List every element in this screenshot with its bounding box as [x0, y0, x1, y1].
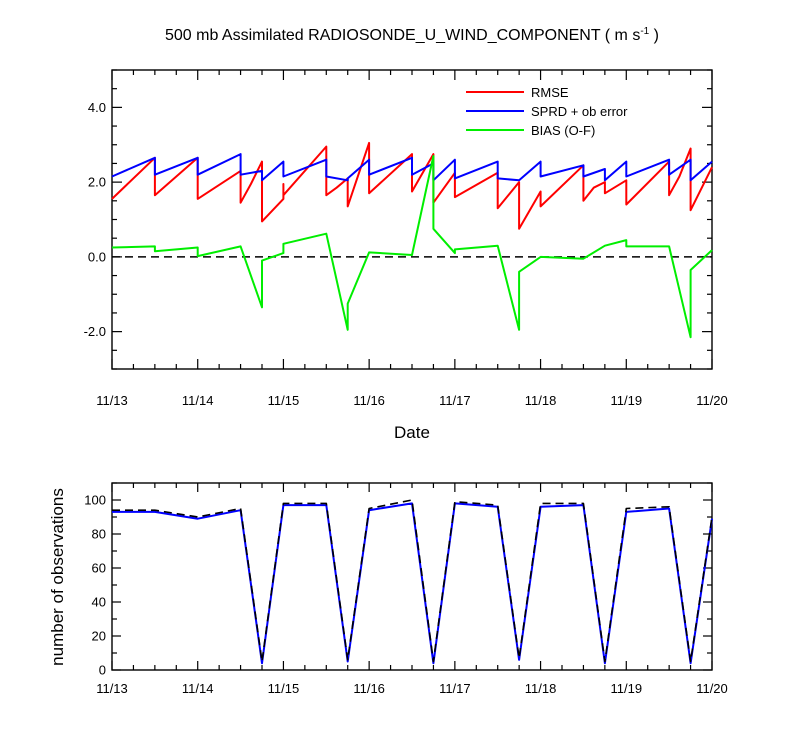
bottom-x-tick-label: 11/15	[268, 681, 300, 696]
series-line-total-observations	[112, 499, 713, 663]
top-x-tick-label: 11/17	[439, 393, 471, 408]
top-x-tick-label: 11/18	[525, 393, 557, 408]
bottom-y-tick-label: 40	[92, 595, 106, 610]
bottom-x-tick-label: 11/16	[353, 681, 385, 696]
bottom-x-tick-label: 11/20	[696, 681, 728, 696]
top-x-tick-label: 11/20	[696, 393, 728, 408]
bottom-x-tick-label: 11/19	[610, 681, 642, 696]
top-x-tick-label: 11/15	[268, 393, 300, 408]
top-y-tick-label: 4.0	[88, 100, 106, 115]
bottom-x-tick-label: 11/13	[96, 681, 128, 696]
top-y-tick-label: 2.0	[88, 175, 106, 190]
top-x-tick-label: 11/16	[353, 393, 385, 408]
legend-label: SPRD + ob error	[531, 104, 628, 119]
top-x-tick-label: 11/19	[610, 393, 642, 408]
chart-title: 500 mb Assimilated RADIOSONDE_U_WIND_COM…	[165, 26, 659, 44]
bottom-y-tick-label: 0	[99, 663, 106, 678]
series-line-bias-o-f	[111, 155, 713, 339]
top-x-tick-label: 11/14	[182, 393, 214, 408]
bottom-y-tick-label: 20	[92, 629, 106, 644]
bottom-x-tick-label: 11/17	[439, 681, 471, 696]
bottom-y-tick-label: 80	[92, 527, 106, 542]
series-line-rmse	[111, 141, 713, 230]
legend-label: RMSE	[531, 85, 569, 100]
bottom-y-tick-label: 100	[84, 493, 106, 508]
y-axis-title-observations: number of observations	[48, 488, 67, 666]
series-line-used-observations	[112, 502, 713, 665]
legend: RMSE SPRD + ob error BIAS (O-F)	[466, 85, 628, 138]
top-plot: 11/13 11/14 11/15 11/16 11/17 11/18 11/19 11/20…	[84, 69, 728, 408]
bottom-x-tick-label: 11/14	[182, 681, 214, 696]
bottom-y-tick-label: 60	[92, 561, 106, 576]
bottom-x-tick-label: 11/18	[525, 681, 557, 696]
top-x-tick-label: 11/13	[96, 393, 128, 408]
top-y-tick-label: -2.0	[84, 324, 106, 339]
x-axis-title: Date	[394, 423, 430, 442]
legend-label: BIAS (O-F)	[531, 123, 595, 138]
top-y-tick-label: 0.0	[88, 249, 106, 264]
bottom-plot: 11/13 11/14 11/15 11/16 11/17 11/18 11/19 11/20…	[84, 482, 728, 696]
bottom-frame	[111, 482, 713, 671]
